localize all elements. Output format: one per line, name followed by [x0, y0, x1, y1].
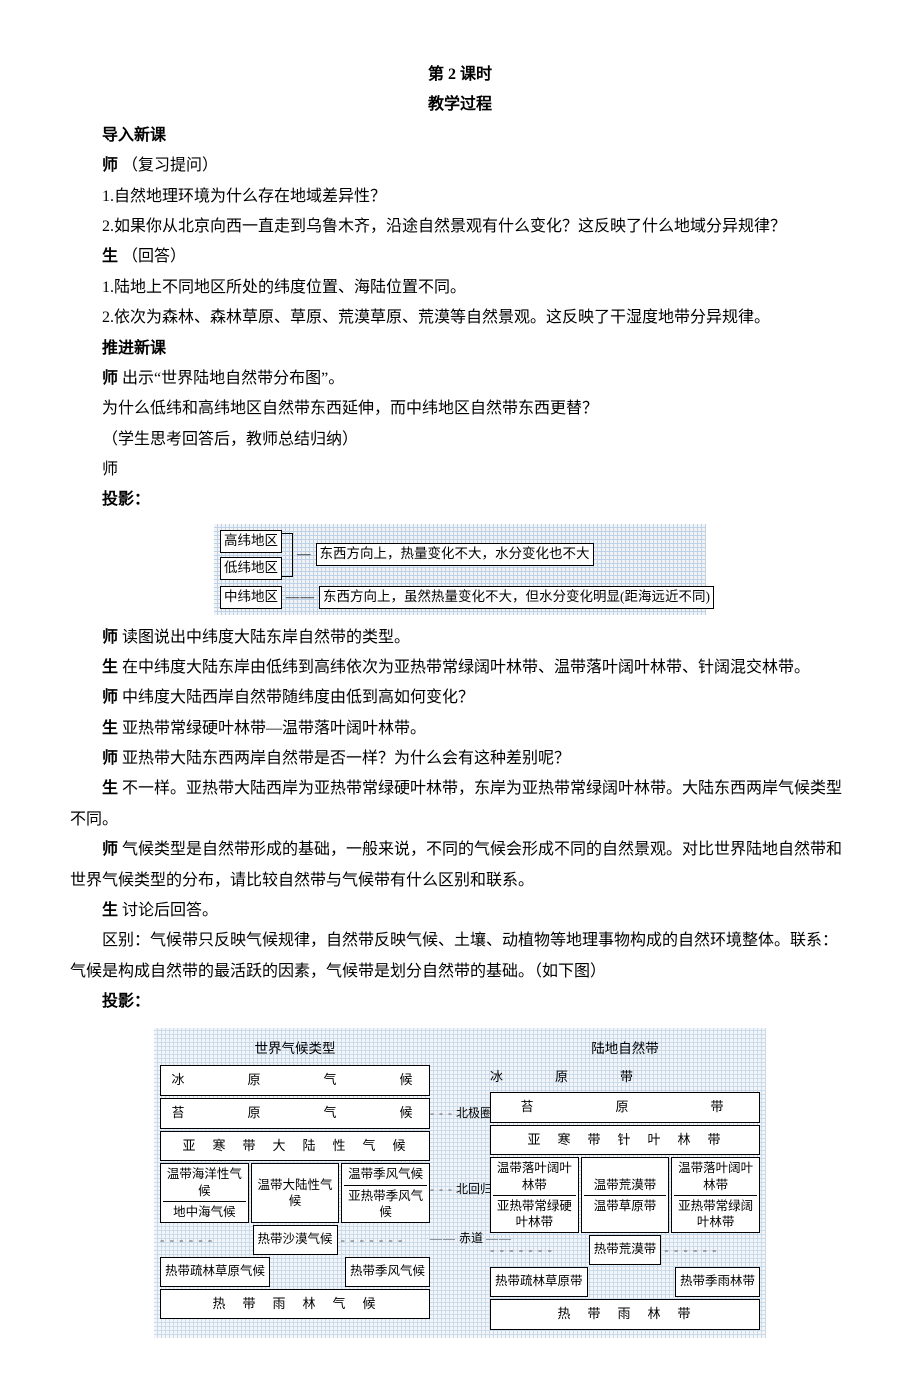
lesson-title: 第 2 课时	[70, 60, 850, 90]
teacher-sub-compare-q: 师 亚热带大陆东西两岸自然带是否一样？为什么会有这种差别呢？	[70, 744, 850, 774]
d2-c-temp-cont: 温带大陆性气候	[251, 1163, 340, 1223]
d2-z-sub-broad: 亚热带常绿阔叶林带	[674, 1195, 757, 1231]
d2-arctic-label: 北极圈	[456, 1106, 492, 1120]
projection-label-2: 投影：	[70, 987, 850, 1017]
d2-climate-column: 世界气候类型 冰 原 气 候 苔 原 气 候 亚 寒 带 大 陆 性 气 候 温…	[160, 1036, 430, 1322]
d2-climate-title: 世界气候类型	[160, 1036, 430, 1062]
student-discuss: 生 讨论后回答。	[70, 896, 850, 926]
student-midlat-east: 生 在中纬度大陆东岸由低纬到高纬依次为亚热带常绿阔叶林带、温带落叶阔叶林带、针阔…	[70, 653, 850, 683]
d2-c-trsavanna: 热带疏林草原气候	[160, 1257, 270, 1287]
d2-middle-labels: - - - 北极圈 - - - - - - 北回归线 - - - —— 赤道 —…	[430, 1036, 490, 1250]
d2-z-trdesert: 热带荒漠带	[589, 1235, 662, 1265]
d2-z-temp-decid-w: 温带落叶阔叶林带	[493, 1160, 576, 1193]
d2-z-tundra: 苔 原 带	[490, 1092, 760, 1123]
d2-z-temp-left: 温带落叶阔叶林带 亚热带常绿硬叶林带	[490, 1157, 579, 1233]
student-sub-compare-a: 生 不一样。亚热带大陆西岸为亚热带常绿硬叶林带，东岸为亚热带常绿阔叶林带。大陆东…	[70, 774, 850, 835]
d2-z-temp-right: 温带落叶阔叶林带 亚热带常绿阔叶林带	[671, 1157, 760, 1233]
d2-z-trmonsoon: 热带季雨林带	[675, 1267, 760, 1297]
diff-link-text: 区别：气候带只反映气候规律，自然带反映气候、土壤、动植物等地理事物构成的自然环境…	[70, 926, 850, 987]
d2-c-temp-marine: 温带海洋性气候	[163, 1166, 246, 1199]
d2-z-temp-grass: 温带草原带	[584, 1195, 667, 1214]
d2-z-temp-decid-e: 温带落叶阔叶林带	[674, 1160, 757, 1193]
d1-dash-2: ——	[286, 588, 315, 607]
d2-c-mediterranean: 地中海气候	[163, 1201, 246, 1220]
advance-heading: 推进新课	[70, 334, 850, 364]
d2-zones-column: 陆地自然带 冰 原 带 苔 原 带 亚 寒 带 针 叶 林 带 温带落叶阔叶林带…	[490, 1036, 760, 1332]
question-2: 2.如果你从北京向西一直走到乌鲁木齐，沿途自然景观有什么变化？这反映了什么地域分…	[70, 212, 850, 242]
d2-z-trrain: 热 带 雨 林 带	[490, 1299, 760, 1330]
teacher-read-map: 师 读图说出中纬度大陆东岸自然带的类型。	[70, 623, 850, 653]
question-1: 1.自然地理环境为什么存在地域差异性？	[70, 182, 850, 212]
projection-label-1: 投影：	[70, 485, 850, 515]
d2-dash-r2: - - - - - -	[664, 1238, 760, 1263]
student-think-note: （学生思考回答后，教师总结归纳）	[70, 425, 850, 455]
d1-mid-text-box: 东西方向上，虽然热量变化不大，但水分变化明显(距海远近不同)	[319, 586, 714, 609]
d1-dash-1: —	[297, 545, 312, 564]
student-answer-label: 生 （回答）	[70, 242, 850, 272]
d2-c-temp-left: 温带海洋性气候 地中海气候	[160, 1163, 249, 1223]
process-title: 教学过程	[70, 90, 850, 120]
teacher-only: 师	[70, 455, 850, 485]
d2-z-temp-mid: 温带荒漠带 温带草原带	[581, 1157, 670, 1233]
d1-ew-no-change-box: 东西方向上，热量变化不大，水分变化也不大	[316, 543, 594, 566]
d2-z-trsavanna: 热带疏林草原带	[490, 1267, 588, 1297]
d2-c-sub-monsoon: 亚热带季风气候	[344, 1185, 427, 1221]
teacher-midlat-west-q: 师 中纬度大陆西岸自然带随纬度由低到高如何变化？	[70, 683, 850, 713]
d2-dash-l2: - - - - - - -	[341, 1228, 431, 1253]
d2-c-ice: 冰 原 气 候	[160, 1065, 430, 1096]
intro-heading: 导入新课	[70, 121, 850, 151]
d2-c-subarctic: 亚 寒 带 大 陆 性 气 候	[160, 1131, 430, 1162]
d2-z-temp-desert: 温带荒漠带	[594, 1177, 657, 1193]
d1-high-lat-box: 高纬地区	[220, 530, 282, 553]
d2-zones-title: 陆地自然带	[490, 1036, 760, 1062]
teacher-climate-base: 师 气候类型是自然带形成的基础，一般来说，不同的气候会形成不同的自然景观。对比世…	[70, 835, 850, 896]
teacher-review: 师 （复习提问）	[70, 151, 850, 181]
d2-dash-r1: - - - - - - -	[490, 1238, 586, 1263]
why-lat-question: 为什么低纬和高纬地区自然带东西延伸，而中纬地区自然带东西更替？	[70, 394, 850, 424]
diagram-latitude: 高纬地区 低纬地区 — 东西方向上，热量变化不大，水分变化也不大 中纬地区 ——…	[214, 524, 706, 615]
d2-z-taiga: 亚 寒 带 针 叶 林 带	[490, 1125, 760, 1156]
d1-mid-lat-box: 中纬地区	[220, 586, 282, 609]
d2-equator-label: 赤道	[459, 1231, 483, 1245]
d2-z-ice: 冰 原 带	[490, 1065, 760, 1090]
d2-c-temp-right: 温带季风气候 亚热带季风气候	[341, 1163, 430, 1223]
d2-c-temp-monsoon: 温带季风气候	[348, 1166, 423, 1182]
student-midlat-west-a: 生 亚热带常绿硬叶林带—温带落叶阔叶林带。	[70, 714, 850, 744]
answer-1: 1.陆地上不同地区所处的纬度位置、海陆位置不同。	[70, 273, 850, 303]
d1-low-lat-box: 低纬地区	[220, 557, 282, 580]
d2-c-trrain: 热 带 雨 林 气 候	[160, 1289, 430, 1320]
teacher-show-map: 师 出示“世界陆地自然带分布图”。	[70, 364, 850, 394]
d2-z-sub-hard: 亚热带常绿硬叶林带	[493, 1195, 576, 1231]
d2-dash-l1: - - - - - -	[160, 1228, 250, 1253]
d1-brace	[282, 533, 293, 577]
d2-c-trdesert: 热带沙漠气候	[253, 1225, 338, 1255]
answer-2: 2.依次为森林、森林草原、草原、荒漠草原、荒漠等自然景观。这反映了干湿度地带分异…	[70, 303, 850, 333]
d2-c-trmonsoon: 热带季风气候	[345, 1257, 430, 1287]
diagram-climate-zones: 世界气候类型 冰 原 气 候 苔 原 气 候 亚 寒 带 大 陆 性 气 候 温…	[154, 1028, 766, 1338]
d2-c-tundra: 苔 原 气 候	[160, 1098, 430, 1129]
